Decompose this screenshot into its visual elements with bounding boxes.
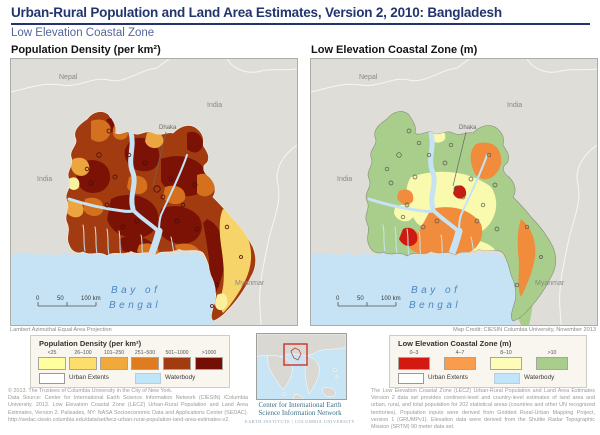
svg-text:0: 0 — [36, 296, 40, 302]
logo-line2: Science Information Network — [258, 409, 342, 417]
page-title: Urban-Rural Population and Land Area Est… — [11, 5, 502, 20]
label-dhaka: Dhaka — [159, 125, 177, 131]
legend-class: 101–250 — [99, 350, 129, 370]
legend-class: 8–10 — [488, 350, 524, 370]
legend-class: >10 — [534, 350, 570, 370]
label-india-west: India — [37, 176, 52, 183]
waterbody-swatch — [494, 373, 520, 384]
bay-of-bengal-water — [311, 252, 517, 325]
legend-class: 501–1000 — [161, 350, 193, 370]
dataset-description: The Low Elevation Coastal Zone (LECZ) Ur… — [371, 388, 595, 431]
lecz-map: Nepal India India Myanmar Dhaka Bay of B… — [310, 58, 598, 326]
legend-class: 251–500 — [130, 350, 160, 370]
dhaka-leader-line — [152, 131, 167, 187]
label-nepal: Nepal — [359, 74, 378, 81]
urban-extent-outlines — [384, 128, 543, 288]
urban-extents-label: Urban Extents — [428, 374, 468, 381]
right-map-title: Low Elevation Coastal Zone (m) — [311, 44, 478, 56]
label-bay-line1: Bay of — [111, 285, 160, 296]
legend-swatch — [131, 357, 159, 370]
population-density-legend: Population Density (per km²) <25 26–100 … — [30, 335, 230, 388]
country-borders — [310, 58, 598, 326]
population-density-map: Nepal India India Myanmar Dhaka Bay of B… — [10, 58, 298, 326]
waterbody-swatch — [135, 373, 161, 384]
lecz-legend: Low Elevation Coastal Zone (m) 0–3 4–7 8… — [389, 335, 587, 388]
legend-title: Low Elevation Coastal Zone (m) — [398, 339, 512, 348]
label-myanmar: Myanmar — [235, 280, 265, 287]
legend-extras: Urban Extents Waterbody — [31, 372, 229, 385]
legend-class: 26–100 — [68, 350, 98, 370]
legend-class: 4–7 — [442, 350, 478, 370]
urban-extents-label: Urban Extents — [69, 374, 109, 381]
inset-extent-rectangle — [283, 343, 308, 366]
country-borders — [10, 58, 298, 326]
label-bay-line1: Bay of — [411, 285, 460, 296]
legend-swatch — [536, 357, 568, 370]
legend-swatch — [444, 357, 476, 370]
legend-swatch — [38, 357, 66, 370]
urban-extents-swatch — [398, 373, 424, 384]
page-subtitle: Low Elevation Coastal Zone — [11, 27, 155, 39]
lecz-map-canvas: Nepal India India Myanmar Dhaka Bay of B… — [310, 58, 598, 326]
label-bay-line2: Bengal — [409, 300, 461, 311]
copyright-line: © 2013. The Trustees of Columbia Univers… — [8, 388, 173, 394]
density-classes-layer — [65, 118, 252, 313]
svg-text:100 km: 100 km — [81, 296, 101, 302]
data-source-text: Data Source: Center for International Ea… — [8, 395, 248, 423]
legend-class: 0–3 — [396, 350, 432, 370]
description-text: The Low Elevation Coastal Zone (LECZ) Ur… — [371, 388, 595, 431]
legend-swatch — [398, 357, 430, 370]
svg-text:50: 50 — [57, 296, 64, 302]
legend-swatch — [100, 357, 128, 370]
locator-inset-map — [256, 333, 347, 400]
urban-extent-outlines — [84, 128, 243, 308]
legend-class: >1000 — [194, 350, 224, 370]
label-nepal: Nepal — [59, 74, 78, 81]
legend-swatch — [195, 357, 223, 370]
waterbody-label: Waterbody — [165, 374, 196, 381]
ciesin-logo: Center for International Earth Science I… — [236, 401, 364, 426]
label-bay-line2: Bengal — [109, 300, 161, 311]
legend-swatch — [490, 357, 522, 370]
urban-extents-swatch — [39, 373, 65, 384]
scale-bar: 0 50 100 km — [36, 296, 101, 307]
svg-text:50: 50 — [357, 296, 364, 302]
logo-line1: Center for International Earth — [258, 401, 342, 409]
map-credit-caption: Map Credit: CIESIN Columbia University, … — [453, 327, 596, 333]
legend-swatch — [69, 357, 97, 370]
dhaka-leader-line — [452, 131, 467, 187]
label-india-east: India — [207, 102, 222, 109]
label-myanmar: Myanmar — [535, 280, 565, 287]
label-india-east: India — [507, 102, 522, 109]
copyright-and-source: © 2013. The Trustees of Columbia Univers… — [8, 388, 248, 424]
locator-inset-canvas — [256, 333, 347, 400]
waterbody-label: Waterbody — [524, 374, 555, 381]
label-dhaka: Dhaka — [459, 125, 477, 131]
title-rule — [11, 23, 590, 25]
legend-class: <25 — [37, 350, 67, 370]
logo-affiliation: Earth Institute | Columbia University — [244, 419, 356, 424]
svg-text:100 km: 100 km — [381, 296, 401, 302]
legend-swatch — [163, 357, 191, 370]
scale-bar: 0 50 100 km — [336, 296, 401, 307]
bay-of-bengal-water — [11, 252, 217, 325]
left-map-title: Population Density (per km²) — [11, 44, 161, 56]
label-india-west: India — [337, 176, 352, 183]
projection-caption: Lambert Azimuthal Equal Area Projection — [10, 327, 112, 333]
legend-extras: Urban Extents Waterbody — [390, 372, 586, 385]
population-density-map-canvas: Nepal India India Myanmar Dhaka Bay of B… — [10, 58, 298, 326]
svg-text:0: 0 — [336, 296, 340, 302]
legend-title: Population Density (per km²) — [39, 339, 142, 348]
inset-bangladesh-shape — [290, 347, 302, 361]
